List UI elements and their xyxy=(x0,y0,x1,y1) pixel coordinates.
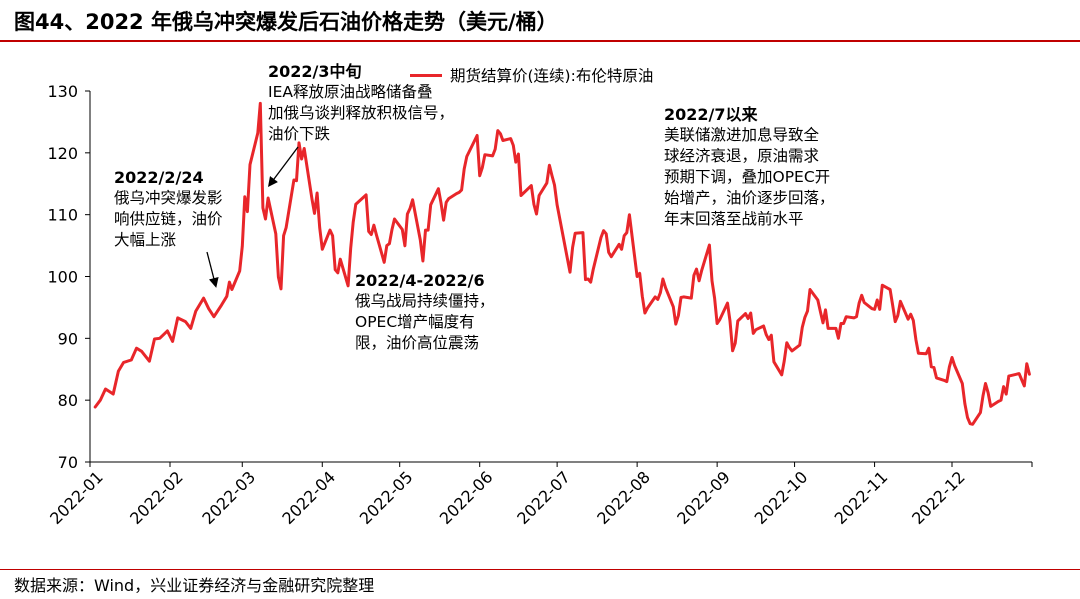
legend-label: 期货结算价(连续):布伦特原油 xyxy=(450,67,654,85)
annotation-line: 加俄乌谈判释放积极信号， xyxy=(268,104,455,122)
series-layer xyxy=(93,101,1031,426)
y-tick-label: 100 xyxy=(47,268,78,287)
annotation-line: 俄乌冲突爆发影 xyxy=(114,189,223,207)
x-tick-label: 2022-03 xyxy=(198,467,259,528)
x-tick-label: 2022-12 xyxy=(908,467,969,528)
annotation-line: 限，油价高位震荡 xyxy=(355,334,480,352)
annotation-heading: 2022/3中旬 xyxy=(268,62,362,81)
annotation-line: 大幅上涨 xyxy=(114,231,177,249)
annotation-feb24: 2022/2/24 俄乌冲突爆发影 响供应链，油价 大幅上涨 xyxy=(114,167,223,251)
y-tick-label: 70 xyxy=(58,453,78,472)
y-tick-label: 120 xyxy=(47,144,78,163)
annotation-line: 油价下跌 xyxy=(268,125,331,143)
y-tick-label: 130 xyxy=(47,82,78,101)
title-rule xyxy=(0,40,1080,42)
x-tick-label: 2022-10 xyxy=(751,467,812,528)
legend-swatch xyxy=(410,73,442,77)
x-tick-label: 2022-11 xyxy=(831,467,892,528)
annotation-arrow-feb xyxy=(206,251,219,288)
annotation-line: 年末回落至战前水平 xyxy=(664,210,804,228)
annotation-heading: 2022/7以来 xyxy=(664,105,758,124)
axes: 70 80 90 100 110 120 130 2022-01 2022-02 2022-03 2… xyxy=(46,82,1033,528)
annotation-line: IEA释放原油战略储备叠 xyxy=(268,83,433,101)
x-tick-label: 2022-04 xyxy=(278,467,339,528)
annotation-line: OPEC增产幅度有 xyxy=(355,313,475,331)
x-tick-label: 2022-08 xyxy=(593,467,654,528)
legend: 期货结算价(连续):布伦特原油 xyxy=(410,64,653,86)
source-note: 数据来源：Wind，兴业证券经济与金融研究院整理 xyxy=(14,576,375,595)
annotation-jul: 2022/7以来 美联储激进加息导致全 球经济衰退，原油需求 预期下调，叠加OP… xyxy=(664,104,835,230)
y-tick-label: 90 xyxy=(58,329,78,348)
y-tick-label: 80 xyxy=(58,391,78,410)
x-tick-label: 2022-07 xyxy=(513,467,574,528)
annotation-line: 预期下调，叠加OPEC开 xyxy=(664,168,831,186)
figure-title: 图44、2022 年俄乌冲突爆发后石油价格走势（美元/桶） xyxy=(14,10,558,34)
annotation-line: 始增产，油价逐步回落， xyxy=(664,189,835,207)
x-tick-label: 2022-01 xyxy=(46,467,107,528)
annotation-mar: 2022/3中旬 IEA释放原油战略储备叠 加俄乌谈判释放积极信号， 油价下跌 xyxy=(268,61,454,145)
source-rule xyxy=(0,569,1080,570)
x-tick-label: 2022-02 xyxy=(126,467,187,528)
annotation-apr-jun: 2022/4-2022/6 俄乌战局持续僵持， OPEC增产幅度有 限，油价高位… xyxy=(355,270,495,354)
annotation-line: 美联储激进加息导致全 xyxy=(664,126,820,144)
annotation-line: 球经济衰退，原油需求 xyxy=(664,147,820,165)
x-tick-label: 2022-09 xyxy=(673,467,734,528)
x-tick-label: 2022-06 xyxy=(436,467,497,528)
annotation-line: 响供应链，油价 xyxy=(114,210,223,228)
x-tick-label: 2022-05 xyxy=(356,467,417,528)
annotation-arrow-mar xyxy=(268,146,299,187)
series-line-brent xyxy=(93,101,1031,426)
annotation-line: 俄乌战局持续僵持， xyxy=(355,292,495,310)
y-tick-label: 110 xyxy=(47,206,78,225)
annotation-heading: 2022/4-2022/6 xyxy=(355,271,485,290)
annotation-heading: 2022/2/24 xyxy=(114,168,204,187)
